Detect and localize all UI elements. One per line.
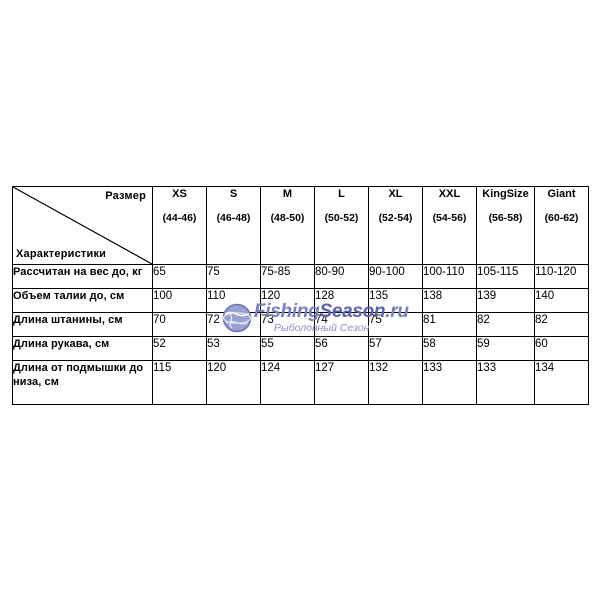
cell-inseam-m: 73	[260, 312, 315, 337]
cell-armpit-xl: 132	[368, 360, 423, 405]
column-header-kingsize: KingSize (56-58)	[476, 186, 535, 265]
size-range: (50-52)	[324, 212, 359, 224]
cell-sleeve-l: 56	[314, 336, 369, 361]
cell-waist-xl: 135	[368, 288, 423, 313]
size-name: XXL	[438, 188, 461, 200]
cell-inseam-giant: 82	[534, 312, 589, 337]
cell-waist-m: 120	[260, 288, 315, 313]
diagonal-divider-icon	[13, 187, 152, 264]
cell-waist-kingsize: 139	[476, 288, 535, 313]
cell-weight-s: 75	[206, 264, 261, 289]
cell-waist-giant: 140	[534, 288, 589, 313]
size-name: KingSize	[482, 188, 529, 200]
size-range: (54-56)	[432, 212, 467, 224]
row-label-waist: Объем талии до, см	[12, 288, 153, 313]
size-range: (52-54)	[378, 212, 413, 224]
cell-sleeve-kingsize: 59	[476, 336, 535, 361]
size-chart-table: Размер Характеристики XS (44-46) S (46-4…	[12, 186, 589, 405]
row-label-sleeve: Длина рукава, см	[12, 336, 153, 361]
size-name: L	[338, 188, 345, 200]
cell-inseam-kingsize: 82	[476, 312, 535, 337]
cell-waist-s: 110	[206, 288, 261, 313]
cell-sleeve-s: 53	[206, 336, 261, 361]
cell-sleeve-giant: 60	[534, 336, 589, 361]
size-range: (56-58)	[488, 212, 523, 224]
corner-size-label: Размер	[105, 190, 146, 202]
column-header-giant: Giant (60-62)	[534, 186, 589, 265]
cell-armpit-l: 127	[314, 360, 369, 405]
size-range: (48-50)	[270, 212, 305, 224]
cell-armpit-xs: 115	[152, 360, 207, 405]
cell-armpit-m: 124	[260, 360, 315, 405]
cell-armpit-s: 120	[206, 360, 261, 405]
table-row: Длина от подмышки до низа, см 115 120 12…	[12, 360, 589, 405]
size-range: (44-46)	[162, 212, 197, 224]
cell-weight-xxl: 100-110	[422, 264, 477, 289]
size-chart-container: Размер Характеристики XS (44-46) S (46-4…	[12, 186, 589, 405]
corner-header-cell: Размер Характеристики	[12, 186, 153, 265]
cell-waist-xxl: 138	[422, 288, 477, 313]
size-name: XL	[388, 188, 403, 200]
cell-inseam-l: 74	[314, 312, 369, 337]
table-row: Длина рукава, см 52 53 55 56 57 58 59 60	[12, 336, 589, 361]
table-header-row: Размер Характеристики XS (44-46) S (46-4…	[12, 186, 589, 265]
cell-armpit-giant: 134	[534, 360, 589, 405]
column-header-xl: XL (52-54)	[368, 186, 423, 265]
cell-waist-xs: 100	[152, 288, 207, 313]
column-header-l: L (50-52)	[314, 186, 369, 265]
column-header-xxl: XXL (54-56)	[422, 186, 477, 265]
cell-waist-l: 128	[314, 288, 369, 313]
row-label-inseam: Длина штанины, см	[12, 312, 153, 337]
cell-sleeve-xl: 57	[368, 336, 423, 361]
cell-armpit-kingsize: 133	[476, 360, 535, 405]
cell-inseam-xxl: 81	[422, 312, 477, 337]
cell-weight-xl: 90-100	[368, 264, 423, 289]
cell-inseam-xl: 75	[368, 312, 423, 337]
column-header-m: M (48-50)	[260, 186, 315, 265]
cell-sleeve-xs: 52	[152, 336, 207, 361]
table-row: Рассчитан на вес до, кг 65 75 75-85 80-9…	[12, 264, 589, 289]
size-name: XS	[172, 188, 187, 200]
corner-characteristics-label: Характеристики	[16, 248, 107, 260]
size-name: S	[229, 188, 238, 200]
size-name: Giant	[547, 188, 576, 200]
row-label-armpit-to-bottom: Длина от подмышки до низа, см	[12, 360, 153, 405]
cell-inseam-xs: 70	[152, 312, 207, 337]
cell-armpit-xxl: 133	[422, 360, 477, 405]
row-label-weight: Рассчитан на вес до, кг	[12, 264, 153, 289]
size-name: M	[282, 188, 293, 200]
cell-sleeve-m: 55	[260, 336, 315, 361]
cell-weight-giant: 110-120	[534, 264, 589, 289]
cell-sleeve-xxl: 58	[422, 336, 477, 361]
cell-weight-l: 80-90	[314, 264, 369, 289]
column-header-xs: XS (44-46)	[152, 186, 207, 265]
column-header-s: S (46-48)	[206, 186, 261, 265]
cell-weight-kingsize: 105-115	[476, 264, 535, 289]
size-range: (60-62)	[544, 212, 579, 224]
table-row: Объем талии до, см 100 110 120 128 135 1…	[12, 288, 589, 313]
cell-weight-m: 75-85	[260, 264, 315, 289]
size-range: (46-48)	[216, 212, 251, 224]
cell-weight-xs: 65	[152, 264, 207, 289]
cell-inseam-s: 72	[206, 312, 261, 337]
table-row: Длина штанины, см 70 72 73 74 75 81 82 8…	[12, 312, 589, 337]
